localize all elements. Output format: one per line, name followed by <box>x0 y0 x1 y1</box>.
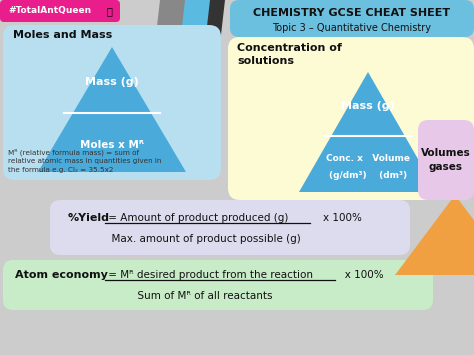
Text: Atom economy: Atom economy <box>15 270 108 280</box>
Text: 🐜: 🐜 <box>107 6 113 16</box>
Text: Conc. x   Volume: Conc. x Volume <box>326 154 410 163</box>
Polygon shape <box>140 0 210 175</box>
Text: Topic 3 – Quantitative Chemistry: Topic 3 – Quantitative Chemistry <box>273 23 431 33</box>
Polygon shape <box>165 0 220 175</box>
FancyBboxPatch shape <box>228 37 474 200</box>
Text: Concentration of: Concentration of <box>237 43 342 53</box>
Polygon shape <box>395 195 474 275</box>
Polygon shape <box>38 47 186 172</box>
FancyBboxPatch shape <box>230 0 474 37</box>
FancyBboxPatch shape <box>418 120 474 200</box>
Text: #TotalAntQueen: #TotalAntQueen <box>8 6 91 16</box>
Text: Mass (g): Mass (g) <box>85 77 139 87</box>
Text: gases: gases <box>429 162 463 172</box>
Text: solutions: solutions <box>237 56 294 66</box>
Text: Moles x Mᴿ: Moles x Mᴿ <box>80 140 144 149</box>
Text: = Amount of product produced (g): = Amount of product produced (g) <box>105 213 288 223</box>
Text: x 100%: x 100% <box>335 270 383 280</box>
Text: %Yield: %Yield <box>68 213 110 223</box>
Text: Mass (g): Mass (g) <box>341 100 395 111</box>
Text: Max. amount of product possible (g): Max. amount of product possible (g) <box>105 234 301 244</box>
FancyBboxPatch shape <box>0 0 120 22</box>
Text: = Mᴿ desired product from the reaction: = Mᴿ desired product from the reaction <box>105 270 313 280</box>
Polygon shape <box>190 0 225 175</box>
Polygon shape <box>299 72 437 192</box>
Text: x 100%: x 100% <box>310 213 362 223</box>
Text: Moles and Mass: Moles and Mass <box>13 30 112 40</box>
FancyBboxPatch shape <box>3 25 221 180</box>
Text: Sum of Mᴿ of all reactants: Sum of Mᴿ of all reactants <box>105 291 273 301</box>
FancyBboxPatch shape <box>50 200 410 255</box>
Text: CHEMISTRY GCSE CHEAT SHEET: CHEMISTRY GCSE CHEAT SHEET <box>254 8 451 18</box>
Text: Mᴿ (relative formula mass) = sum of
relative atomic mass in quantities given in
: Mᴿ (relative formula mass) = sum of rela… <box>8 148 161 173</box>
Text: (g/dm³)    (dm³): (g/dm³) (dm³) <box>329 171 407 180</box>
FancyBboxPatch shape <box>3 260 433 310</box>
Text: Volumes: Volumes <box>421 148 471 158</box>
